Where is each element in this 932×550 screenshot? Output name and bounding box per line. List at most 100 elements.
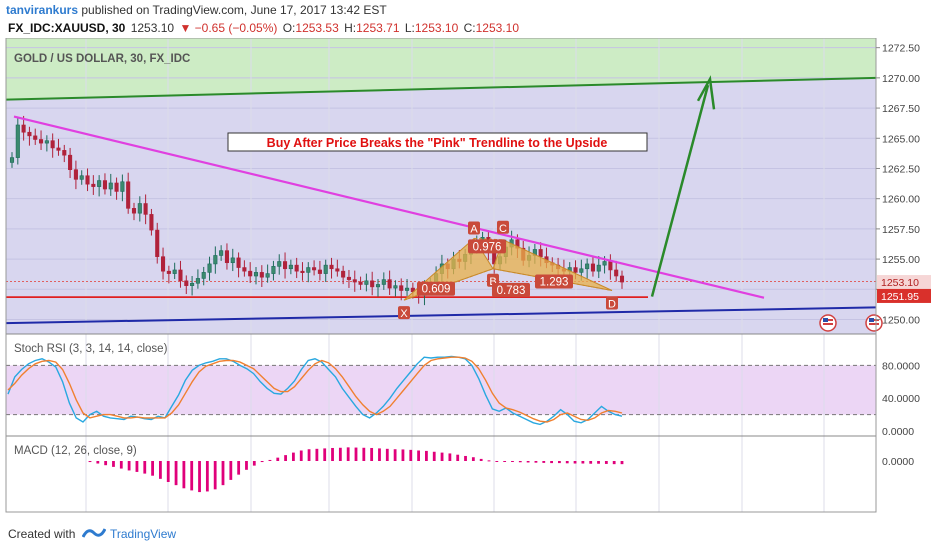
candle-body <box>108 182 113 190</box>
price-pane[interactable]: X A B C D 0.609 0.976 0.783 1.293 Buy After Price… <box>5 53 883 332</box>
annotation-text: Buy After Price Breaks the "Pink" Trendl… <box>267 136 608 150</box>
macd-bar <box>88 461 92 463</box>
flag-canton <box>823 318 828 322</box>
stoch-band <box>6 365 876 415</box>
macd-bar <box>190 461 194 491</box>
candle-body <box>358 281 363 285</box>
pattern-point-label: D <box>608 299 616 311</box>
macd-bar <box>495 461 499 462</box>
candle-body <box>265 273 270 278</box>
high-value: 1253.71 <box>356 21 400 35</box>
footer: Created with TradingView <box>0 518 932 550</box>
candle-body <box>399 285 404 291</box>
candle-body <box>364 280 369 285</box>
macd-bar <box>487 460 491 462</box>
candle-body <box>219 250 224 256</box>
candle-body <box>375 284 381 288</box>
time-tick-label: 06:00 <box>73 517 99 518</box>
price-tick-label: 1265.00 <box>882 133 920 145</box>
candle-body <box>387 279 392 289</box>
pattern-point-label: B <box>489 276 496 288</box>
macd-bar <box>573 461 577 464</box>
macd-bar <box>503 461 507 462</box>
candle-body <box>79 175 84 180</box>
candle-body <box>271 266 276 274</box>
macd-bar <box>260 461 264 463</box>
macd-bar <box>604 461 608 464</box>
macd-bar <box>213 461 217 490</box>
price-change: ▼ −0.65 (−0.05%) <box>179 21 278 35</box>
candle-body <box>50 140 55 149</box>
macd-bar <box>550 461 553 464</box>
pink-trendline <box>13 115 765 299</box>
macd-bar <box>612 461 616 465</box>
candle-body <box>27 131 32 137</box>
macd-pane[interactable]: MACD (12, 26, close, 9) 0.0000 <box>14 445 914 493</box>
time-tick-label: 12:00 <box>481 517 507 518</box>
publish-info: published on TradingView.com, June 17, 2… <box>81 3 387 17</box>
annotation-box <box>227 132 648 152</box>
macd-bar <box>245 461 248 470</box>
blue-support-line <box>5 306 877 325</box>
stoch-k-line <box>7 355 623 426</box>
candle-body <box>590 263 595 272</box>
time-tick-label: 18:00 <box>563 517 589 518</box>
low-value: 1253.10 <box>414 21 459 35</box>
ohlc-line: FX_IDC:XAUUSD, 30 1253.10 ▼ −0.65 (−0.05… <box>6 21 519 35</box>
candle-body <box>253 272 259 277</box>
macd-bar <box>440 452 444 461</box>
candle-body <box>91 183 96 187</box>
macd-background <box>6 438 876 512</box>
price-tick-label: 1267.50 <box>882 103 920 115</box>
macd-bar <box>464 455 467 461</box>
candle-body <box>114 182 119 192</box>
price-tick-label: 1255.00 <box>882 254 920 266</box>
price-tag-label: 1251.95 <box>881 291 919 303</box>
flag-stripe <box>823 323 833 325</box>
macd-bar <box>526 461 530 463</box>
arrow-head-icon <box>696 75 716 110</box>
pattern-point-label: C <box>499 223 507 235</box>
author-link[interactable]: tanvirankurs <box>6 3 79 17</box>
flag-stripe <box>869 323 879 325</box>
macd-bar <box>237 461 241 475</box>
macd-bar <box>425 450 428 461</box>
macd-bar <box>401 449 405 461</box>
price-tick-label: 1260.00 <box>882 194 920 206</box>
macd-bar <box>589 461 593 464</box>
candle-body <box>201 272 206 279</box>
macd-bar <box>534 461 538 463</box>
created-with-label: Created with <box>8 527 76 541</box>
candle-body <box>143 203 148 215</box>
candle-body <box>277 261 282 267</box>
candle-body <box>73 169 78 180</box>
macd-bar <box>307 449 311 461</box>
pattern-point-badge <box>468 221 480 235</box>
macd-bar <box>393 449 397 461</box>
candle-body <box>602 261 607 266</box>
low-label: L: <box>404 21 415 35</box>
macd-bar <box>620 461 624 465</box>
candle-body <box>614 269 619 277</box>
chart-frame <box>5 38 877 513</box>
candle-body <box>306 267 311 273</box>
macd-bar <box>135 461 139 472</box>
candle-body <box>172 269 177 274</box>
tradingview-brand[interactable]: TradingView <box>110 527 177 541</box>
ratio-label: 0.609 <box>422 284 451 296</box>
ratio-badge <box>417 281 455 296</box>
macd-bar <box>143 461 147 474</box>
chart-area[interactable]: X A B C D 0.609 0.976 0.783 1.293 Buy After Price… <box>0 38 932 518</box>
macd-bar <box>597 461 600 464</box>
candle-body <box>137 203 142 214</box>
macd-bar <box>127 461 131 471</box>
candle-body <box>248 270 253 277</box>
macd-bar <box>362 447 366 461</box>
price-tag <box>877 275 931 290</box>
macd-bar <box>370 447 374 461</box>
price-tick-label: 1250.00 <box>882 315 920 327</box>
green-trendline <box>5 76 877 101</box>
stoch-rsi-pane[interactable]: Stoch RSI (3, 3, 14, 14, close) 80.0000 40… <box>6 343 920 438</box>
macd-bar <box>338 447 342 461</box>
candle-body <box>300 270 305 273</box>
